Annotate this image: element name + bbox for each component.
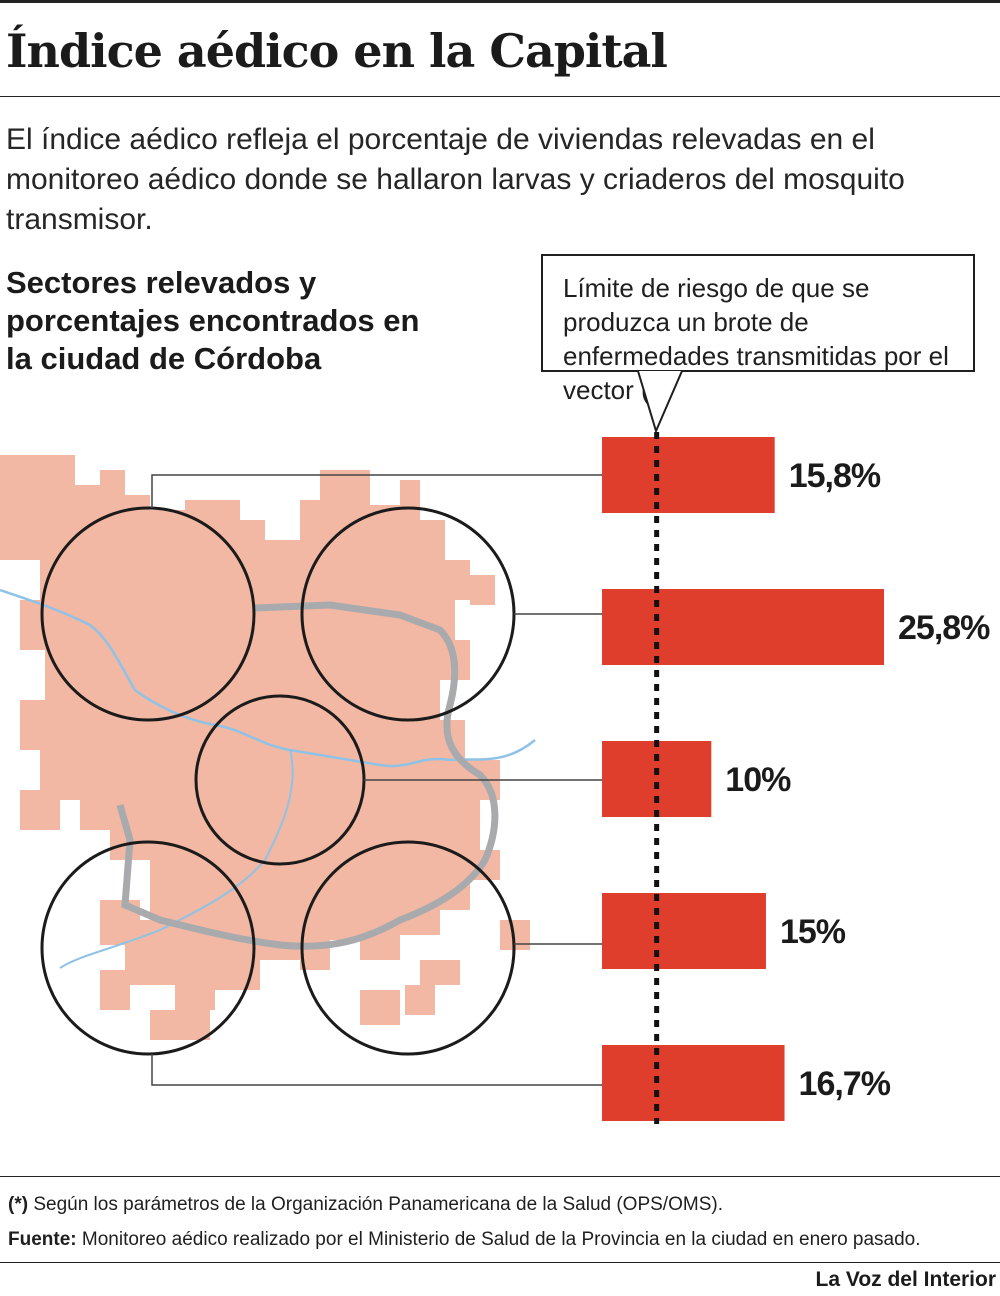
urban-patch bbox=[470, 575, 495, 605]
brand-rule bbox=[0, 1262, 1000, 1263]
source-label: Fuente: bbox=[8, 1229, 77, 1250]
bar-label-group: 15,8% 25,8% 10% 15% 16,7% bbox=[725, 457, 991, 1103]
sector-circle-sudoeste bbox=[40, 840, 256, 1056]
leader-line bbox=[151, 1054, 602, 1086]
bar bbox=[602, 741, 712, 817]
urban-area bbox=[0, 455, 500, 1010]
bar-value-label: 15% bbox=[780, 913, 846, 951]
leader-line bbox=[151, 474, 602, 508]
bar-value-label: 16,7% bbox=[799, 1065, 891, 1103]
chart: 15,8% 25,8% 10% 15% 16,7% bbox=[0, 432, 991, 1124]
bar bbox=[602, 589, 884, 665]
brand-name: La Voz del Interior bbox=[815, 1268, 996, 1291]
bar bbox=[602, 437, 775, 513]
intro-text: El índice aédico refleja el porcentaje d… bbox=[6, 123, 905, 236]
sector-circle-sudeste bbox=[300, 840, 516, 1056]
city-map bbox=[0, 455, 602, 1086]
footnote: (*) Según los parámetros de la Organizac… bbox=[8, 1194, 723, 1216]
source-text: Monitoreo aédico realizado por el Minist… bbox=[76, 1229, 921, 1250]
callout-pointer bbox=[637, 370, 683, 433]
stream bbox=[59, 749, 294, 969]
risk-callout: Límite de riesgo de que se produzca un b… bbox=[541, 254, 975, 405]
bar bbox=[602, 1045, 785, 1121]
title-rule bbox=[0, 96, 1000, 97]
bar-value-label: 15,8% bbox=[789, 457, 881, 495]
top-rule bbox=[0, 0, 1000, 3]
section-title: Sectores relevados y porcentajes encontr… bbox=[6, 265, 420, 376]
urban-patch bbox=[405, 985, 435, 1015]
footnote-text: Según los parámetros de la Organización … bbox=[28, 1194, 723, 1215]
sector-circle-noroeste bbox=[40, 506, 256, 722]
bar-group bbox=[602, 437, 884, 1121]
urban-patch bbox=[150, 1010, 210, 1040]
source-note: Fuente: Monitoreo aédico realizado por e… bbox=[8, 1229, 921, 1251]
urban-patch bbox=[420, 960, 460, 985]
river bbox=[0, 588, 536, 768]
page-title: Índice aédico en la Capital bbox=[6, 24, 668, 78]
footnote-marker: (*) bbox=[8, 1194, 29, 1215]
urban-patch bbox=[360, 990, 400, 1025]
bar bbox=[602, 893, 766, 969]
footer-rule bbox=[0, 1176, 1000, 1177]
bar-value-label: 25,8% bbox=[898, 609, 990, 647]
bar-value-label: 10% bbox=[725, 761, 791, 799]
leader-lines bbox=[151, 474, 602, 1086]
